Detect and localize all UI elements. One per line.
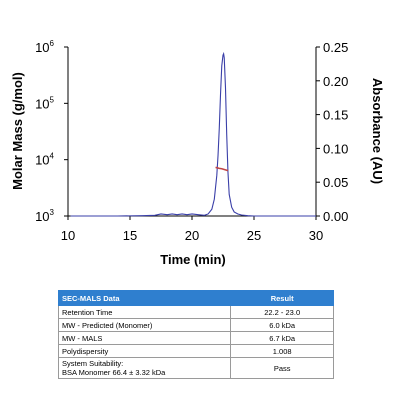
table-row: MW - Predicted (Monomer) 6.0 kDa: [57, 318, 334, 332]
left-tick-exponent: 6: [50, 39, 55, 48]
right-tick-label: 0.10: [323, 141, 348, 156]
table-body: Retention Time 22.2 - 23.0 MW - Predicted …: [57, 305, 334, 379]
right-tick-label: 0.20: [323, 74, 348, 89]
table-cell-result: Pass: [230, 357, 334, 379]
table-cell-parameter: Polydispersity: [57, 344, 232, 358]
table-cell-result: 6.7 kDa: [230, 331, 334, 345]
left-tick-exponent: 4: [50, 152, 55, 161]
sec-mals-table: SEC-MALS Data Result Retention Time 22.2 …: [57, 290, 334, 379]
left-tick-label: 105: [35, 95, 54, 111]
table-row: Retention Time 22.2 - 23.0: [57, 305, 334, 319]
right-tick-label: 0.15: [323, 108, 348, 123]
table-row: System Suitability: BSA Monomer 66.4 ± 3.…: [57, 357, 334, 379]
table-row: Polydispersity 1.008: [57, 344, 334, 358]
x-tick-label: 30: [309, 228, 323, 243]
absorbance-series-line: [70, 51, 316, 217]
header-result: Result: [230, 290, 334, 306]
table-row: MW - MALS 6.7 kDa: [57, 331, 334, 345]
x-tick-label: 15: [123, 228, 137, 243]
series-layer: [70, 51, 316, 217]
parameter-text: BSA Monomer 66.4 ± 3.32 kDa: [62, 368, 166, 377]
table-cell-result: 1.008: [230, 344, 334, 358]
left-tick-exponent: 5: [50, 95, 55, 104]
x-axis-title: Time (min): [160, 252, 226, 267]
x-tick-label: 10: [61, 228, 75, 243]
left-tick-label: 103: [35, 208, 54, 224]
right-axis-title: Absorbance (AU): [370, 78, 385, 184]
table-cell-result: 22.2 - 23.0: [230, 305, 334, 319]
left-tick-label: 104: [35, 152, 54, 168]
parameter-text: MW - Predicted (Monomer): [62, 320, 153, 330]
table-header-row: SEC-MALS Data Result: [57, 290, 334, 306]
header-parameter: SEC-MALS Data: [57, 290, 232, 306]
left-tick-label: 106: [35, 39, 54, 55]
tick-labels: 10 15 20 25 30 103 104 105 106 0.00 0.05 0.10 0.15 0.…: [35, 39, 348, 243]
x-tick-label: 25: [247, 228, 261, 243]
parameter-text: System Suitability:: [62, 359, 124, 368]
axes: [64, 46, 320, 220]
parameter-text: MW - MALS: [62, 333, 103, 343]
left-tick-exponent: 3: [50, 208, 55, 217]
parameter-text: Retention Time: [62, 307, 113, 317]
table-cell-parameter: Retention Time: [57, 305, 232, 319]
right-tick-label: 0.25: [323, 40, 348, 55]
table-cell-parameter: System Suitability: BSA Monomer 66.4 ± 3.…: [57, 357, 232, 379]
x-tick-label: 20: [185, 228, 199, 243]
molar-mass-series-line: [215, 166, 229, 172]
table-cell-parameter: MW - Predicted (Monomer): [57, 318, 232, 332]
left-axis-title: Molar Mass (g/mol): [10, 72, 25, 190]
parameter-text: Polydispersity: [62, 346, 109, 356]
table-cell-result: 6.0 kDa: [230, 318, 334, 332]
right-tick-label: 0.05: [323, 175, 348, 190]
table-cell-parameter: MW - MALS: [57, 331, 232, 345]
sec-mals-chart: 10 15 20 25 30 103 104 105 106 0.00 0.05 0.10 0.15 0.…: [10, 39, 385, 267]
right-tick-label: 0.00: [323, 209, 348, 224]
